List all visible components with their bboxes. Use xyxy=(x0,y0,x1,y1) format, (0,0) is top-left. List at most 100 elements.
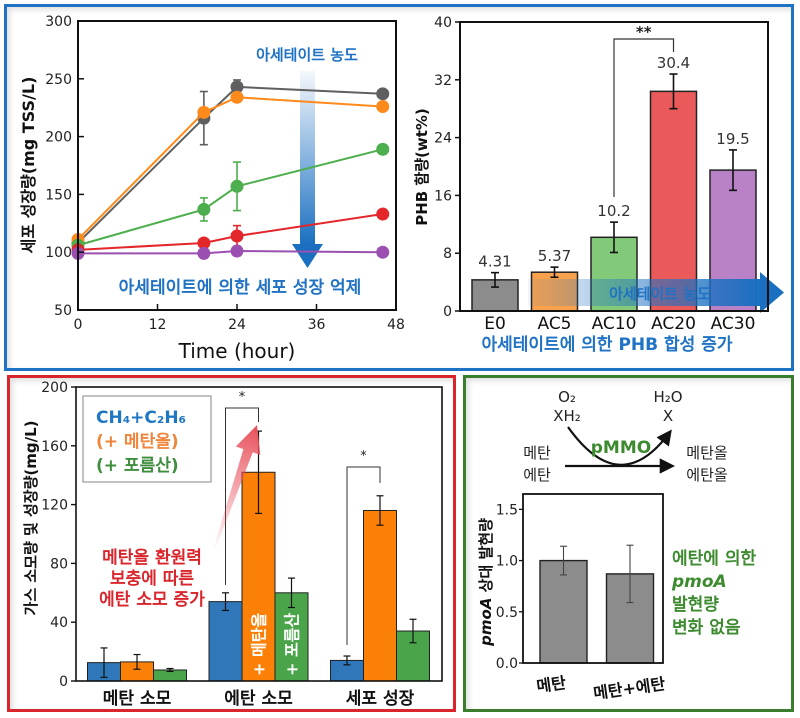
data-point-marker xyxy=(376,100,390,114)
y-tick-label: 0 xyxy=(443,304,452,320)
y-axis-label-text: 상대 발현량 xyxy=(477,518,495,598)
y-tick-label: 1.0 xyxy=(496,554,518,570)
x-tick-label: 에탄 소모 xyxy=(224,689,293,709)
value-label: 5.37 xyxy=(538,247,571,265)
y-tick-label: 40 xyxy=(434,15,452,31)
x-tick-label: 0 xyxy=(74,317,83,333)
bar-series-1 xyxy=(363,509,397,682)
x-tick-label: AC10 xyxy=(592,314,637,334)
error-bar xyxy=(626,544,634,604)
x-tick-label: 48 xyxy=(387,317,405,333)
y-axis-label: 가스 소모량 및 성장량(mg/L) xyxy=(22,421,40,616)
error-bar xyxy=(409,618,417,644)
line-series-2 xyxy=(77,148,383,247)
y-tick-label: 32 xyxy=(434,73,452,89)
enzyme-label: pMMO xyxy=(591,438,651,458)
y-tick-label: 300 xyxy=(45,14,72,30)
data-point-marker xyxy=(197,236,211,250)
increase-annotation-line: 메탄올 환원력 xyxy=(102,548,202,568)
coproduct-x: X xyxy=(663,407,673,425)
data-point-marker xyxy=(376,207,390,221)
coproduct-h2o: H₂O xyxy=(653,388,682,406)
y-axis-label: pmoA 상대 발현량 xyxy=(477,518,495,647)
y-tick-label: 0.0 xyxy=(496,656,518,672)
y-tick-label: 150 xyxy=(45,187,72,203)
x-tick-label: AC5 xyxy=(537,314,571,334)
y-axis-label-gene: pmoA xyxy=(477,598,495,647)
y-tick-label: 0 xyxy=(59,674,68,690)
in-bar-label: + 포름산 xyxy=(283,613,302,676)
legend-entry: (+ 포름산) xyxy=(96,456,179,476)
significance-label: * xyxy=(360,449,367,464)
data-point-marker xyxy=(230,90,244,104)
error-bar xyxy=(491,271,499,288)
bar-ac20 xyxy=(649,90,698,312)
y-axis-label: 세포 성장량(mg TSS/L) xyxy=(19,77,38,254)
error-bar xyxy=(133,653,141,670)
y-tick-label: 200 xyxy=(41,380,68,396)
panel-pmoa-expression xyxy=(463,375,794,712)
x-tick-label: 12 xyxy=(149,317,167,333)
bar-series-0 xyxy=(208,601,243,682)
value-label: 10.2 xyxy=(597,202,630,220)
bar-0 xyxy=(539,559,588,664)
y-tick-label: 0.5 xyxy=(496,605,518,621)
no-change-annotation-line: 변화 없음 xyxy=(672,618,741,638)
significance-bracket xyxy=(613,38,675,197)
line-series-3 xyxy=(77,213,383,251)
no-change-annotation-line: pmoA xyxy=(671,572,727,592)
error-bar xyxy=(669,73,678,110)
legend: CH₄+C₂H₆ (+ 메탄올) (+ 포름산) xyxy=(82,395,212,483)
x-tick-label: AC20 xyxy=(651,314,696,334)
x-tick-label: 36 xyxy=(308,317,326,333)
significance-label: * xyxy=(239,390,246,405)
y-tick-label: 8 xyxy=(443,246,452,262)
concentration-arrow-head xyxy=(760,272,784,313)
x-axis-label: Time (hour) xyxy=(178,339,296,363)
concentration-arrow-shaft xyxy=(300,71,315,245)
significance-label: ** xyxy=(636,23,652,41)
cosubstrate-xh2: XH₂ xyxy=(553,407,581,425)
x-tick-label: 메탄 xyxy=(535,673,567,696)
no-change-annotation-line: 에탄에 의한 xyxy=(672,549,756,569)
y-tick-label: 1.5 xyxy=(496,502,518,518)
significance-bracket xyxy=(346,466,381,645)
plot-frame xyxy=(459,21,769,312)
cofactor-curved-arrow xyxy=(567,426,672,466)
y-tick-label: 250 xyxy=(45,72,72,88)
error-bar xyxy=(343,655,351,666)
y-tick-label: 120 xyxy=(41,498,68,514)
line-series-4 xyxy=(78,250,383,255)
value-label: 4.31 xyxy=(478,253,511,271)
phb-content-bar-chart: 아세테이트 농도 4.31 5.37 10.2 30.4 19.5 ** 0 8 16 24 32 40… xyxy=(413,15,784,355)
x-tick-label: 세포 성장 xyxy=(346,689,415,709)
cosubstrate-o2: O₂ xyxy=(558,388,576,406)
pmoa-expression-bar-chart: 0.0 0.5 1.0 1.5 메탄 메탄+에탄 pmoA 상대 발현량 에탄에 의한 pmoA… xyxy=(477,493,756,703)
in-bar-label: + 메탄올 xyxy=(250,613,269,676)
plot-frame xyxy=(75,386,443,682)
increase-annotation-line: 보충에 따른 xyxy=(110,569,194,589)
legend-entry: CH₄+C₂H₆ xyxy=(96,408,186,428)
y-tick-label: 40 xyxy=(50,615,68,631)
line-series-0 xyxy=(77,85,383,244)
substrate-ethane: 에탄 xyxy=(523,466,551,484)
concentration-arrow-label: 아세테이트 농도 xyxy=(256,46,358,64)
concentration-arrow-head xyxy=(292,244,323,268)
significance-bracket xyxy=(225,407,259,585)
x-tick-label: AC30 xyxy=(711,314,756,334)
data-point-marker xyxy=(376,87,390,101)
data-point-marker xyxy=(230,80,244,94)
phb-synthesis-caption: 아세테이트에 의한 PHB 합성 증가 xyxy=(482,334,733,355)
value-label: 19.5 xyxy=(716,130,749,148)
plot-frame xyxy=(522,493,664,664)
error-bar xyxy=(376,495,384,526)
y-tick-label: 16 xyxy=(434,188,452,204)
data-point-marker xyxy=(230,229,244,243)
y-tick-label: 24 xyxy=(434,131,452,147)
growth-inhibition-caption: 아세테이트에 의한 세포 성장 억제 xyxy=(119,278,362,298)
x-tick-label: 24 xyxy=(228,317,246,333)
x-tick-label: 메탄+에탄 xyxy=(592,674,667,703)
